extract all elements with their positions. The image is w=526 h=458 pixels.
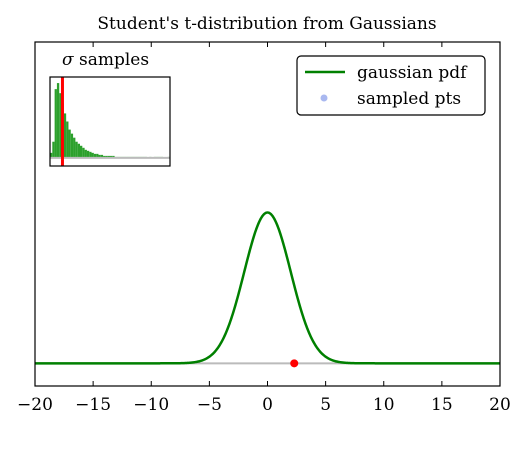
histogram-bar	[66, 121, 69, 158]
legend-label-sampled-pts: sampled pts	[357, 89, 461, 109]
histogram-bar	[98, 154, 101, 158]
histogram-bar	[50, 152, 53, 158]
x-tick-label: 10	[373, 395, 395, 415]
x-tick-label: −10	[133, 395, 169, 415]
histogram-bar	[73, 137, 76, 158]
histogram-bar	[96, 153, 99, 158]
histogram-bar	[75, 141, 78, 158]
x-tick-label: 0	[262, 395, 273, 415]
histogram-bar	[70, 133, 74, 158]
histogram-bar	[82, 147, 85, 158]
inset-bars	[49, 76, 171, 167]
x-tick-label: −20	[17, 395, 53, 415]
legend: gaussian pdf sampled pts	[296, 55, 486, 116]
x-axis: −20 −15 −10 −5 0 5 10 15 20	[17, 42, 511, 415]
histogram-bar	[103, 155, 106, 158]
inset-frame	[49, 76, 171, 167]
inset-title-sigma: σ	[62, 50, 74, 70]
histogram-bar	[86, 150, 90, 158]
histogram-bar	[112, 155, 115, 158]
x-tick-label: 5	[320, 395, 331, 415]
x-tick-label: −15	[75, 395, 111, 415]
histogram-bar	[105, 155, 108, 158]
histogram-bar	[77, 143, 80, 158]
histogram-bar	[63, 113, 67, 158]
histogram-bar	[93, 153, 97, 158]
chart-title: Student's t-distribution from Gaussians	[97, 14, 436, 34]
histogram-bar	[110, 155, 113, 158]
x-tick-label: −5	[197, 395, 222, 415]
legend-swatch-sampled-pts	[320, 94, 328, 102]
histogram-bar	[56, 83, 60, 158]
series-line-gaussian-pdf	[35, 211, 500, 365]
x-tick-label: 15	[431, 395, 453, 415]
sample-point	[290, 359, 299, 368]
histogram-bar	[84, 149, 87, 158]
histogram-bar	[54, 89, 57, 158]
histogram-bar	[91, 152, 94, 158]
inset-histogram: σ samples	[49, 50, 171, 167]
inset-title: σ samples	[62, 50, 149, 70]
histogram-bar	[89, 151, 92, 158]
histogram-bar	[100, 154, 104, 158]
legend-label-gaussian-pdf: gaussian pdf	[357, 63, 468, 83]
histogram-bar	[68, 129, 71, 158]
histogram-bar	[80, 145, 83, 158]
x-tick-label: 20	[489, 395, 511, 415]
histogram-bar	[107, 155, 110, 158]
inset-title-text: samples	[74, 50, 150, 70]
histogram-bar	[59, 93, 62, 158]
histogram-bar	[52, 141, 55, 158]
